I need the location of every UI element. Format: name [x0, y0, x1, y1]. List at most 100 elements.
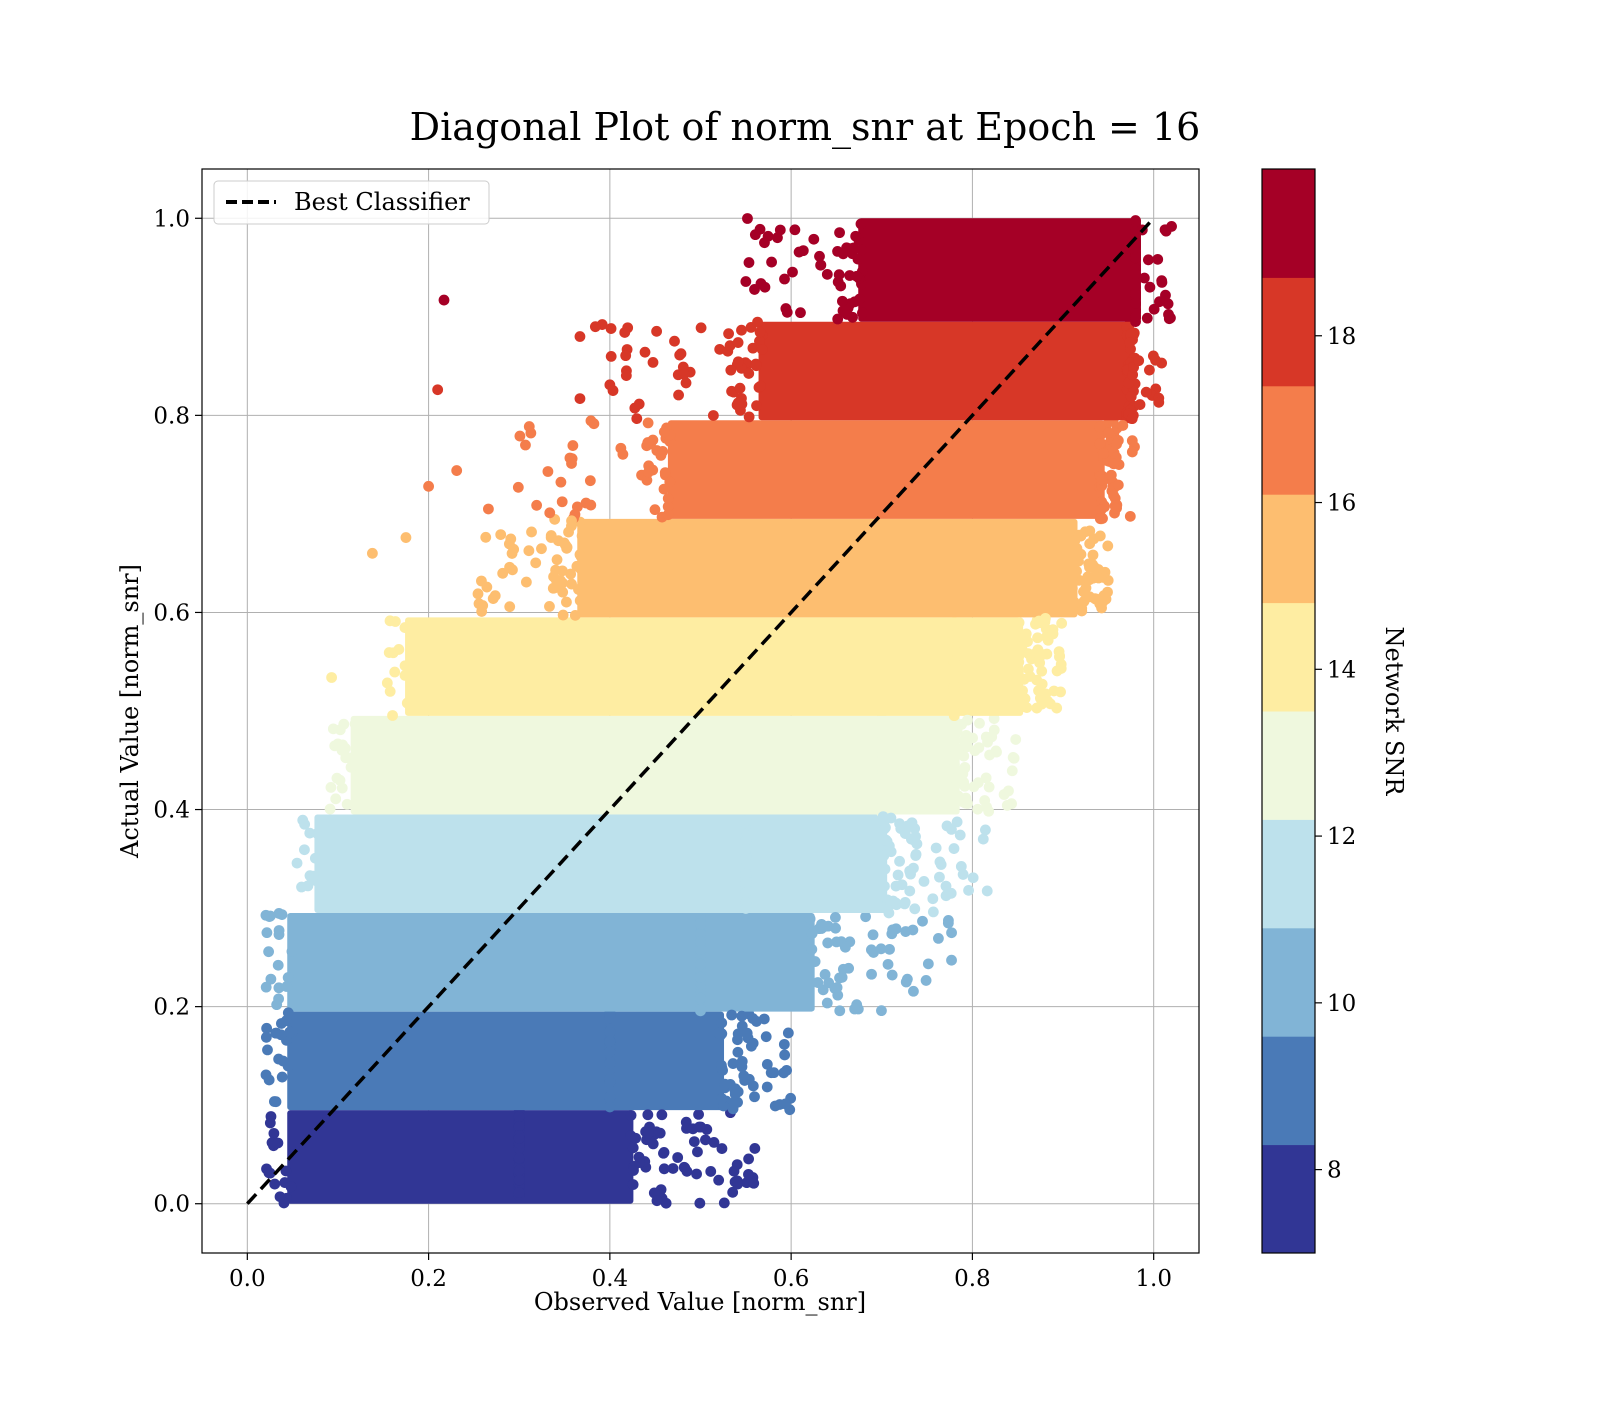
scatter-point [948, 689, 960, 701]
scatter-outlier-point [366, 547, 378, 559]
scatter-point [760, 1031, 772, 1043]
scatter-point [688, 1136, 700, 1147]
scatter-point [330, 793, 342, 805]
scatter-point [513, 1132, 525, 1144]
scatter-point [662, 509, 674, 521]
scatter-point [633, 398, 645, 410]
scatter-point [343, 752, 355, 764]
scatter-point [748, 1177, 760, 1189]
scatter-point [713, 1027, 725, 1039]
scatter-point [260, 981, 272, 993]
scatter-point [476, 606, 488, 617]
scatter-point [563, 526, 574, 538]
scatter-point [673, 389, 684, 401]
scatter-point [276, 1071, 288, 1083]
scatter-point [716, 1143, 728, 1154]
scatter-point [530, 557, 542, 569]
scatter-point [557, 609, 569, 621]
scatter-point [693, 1121, 705, 1133]
scatter-point [387, 647, 399, 659]
scatter-point [837, 963, 849, 975]
scatter-point [557, 577, 568, 589]
scatter-point [260, 909, 272, 921]
scatter-point [1117, 420, 1129, 431]
colorbar-bin [1262, 277, 1315, 387]
scatter-point [857, 307, 868, 319]
scatter-point [480, 531, 492, 543]
scatter-point [896, 879, 908, 891]
scatter-outlier-point [604, 379, 616, 391]
scatter-point [1110, 503, 1122, 514]
scatter-band-core [350, 715, 960, 815]
scatter-point [761, 1058, 773, 1070]
scatter-point [651, 1195, 663, 1207]
legend: Best Classifier [213, 180, 490, 225]
scatter-point [667, 1163, 679, 1174]
scatter-point [695, 944, 706, 955]
scatter-point [728, 1097, 740, 1108]
scatter-point [809, 956, 821, 967]
scatter-point [848, 242, 860, 254]
colorbar-tick-label: 10 [1327, 991, 1356, 1017]
scatter-point [981, 885, 993, 897]
x-tick-label: 0.8 [954, 1266, 991, 1292]
scatter-point [877, 811, 889, 822]
scatter-point [1126, 413, 1138, 425]
scatter-outlier-point [512, 481, 524, 493]
scatter-point [789, 224, 801, 236]
scatter-band-core [405, 617, 1024, 716]
colorbar-tick-label: 14 [1327, 657, 1356, 683]
scatter-point [574, 595, 586, 607]
scatter-point [751, 1016, 762, 1027]
scatter-band-core [287, 1110, 634, 1204]
scatter-point [1017, 685, 1028, 697]
scatter-point [658, 1163, 670, 1175]
scatter-point [736, 324, 747, 336]
scatter-point [959, 761, 971, 773]
scatter-point [907, 924, 919, 936]
scatter-point [1068, 596, 1080, 608]
scatter-point [835, 280, 847, 292]
scatter-point [740, 887, 752, 899]
scatter-point [1108, 490, 1119, 501]
scatter-point [631, 413, 643, 424]
scatter-point [1141, 312, 1153, 324]
scatter-point [262, 1044, 273, 1056]
scatter-point [1156, 277, 1168, 288]
scatter-point [1048, 685, 1060, 697]
scatter-point [272, 1137, 284, 1149]
scatter-point [520, 576, 532, 588]
scatter-point [620, 370, 632, 381]
scatter-point [604, 1035, 616, 1047]
colorbar-bin [1262, 602, 1315, 712]
scatter-point [740, 851, 752, 863]
scatter-point [1138, 272, 1150, 284]
scatter-point [1088, 561, 1100, 573]
scatter-point [952, 790, 964, 802]
scatter-outlier-point [432, 384, 444, 396]
scatter-point [1056, 617, 1068, 629]
scatter-point [751, 400, 762, 412]
scatter-point [865, 944, 877, 956]
scatter-band-core [287, 913, 815, 1012]
scatter-point [1142, 254, 1154, 266]
colorbar-bin [1262, 1144, 1315, 1254]
scatter-point [675, 348, 687, 360]
scatter-point [309, 852, 321, 864]
scatter-point [1015, 643, 1027, 655]
scatter-point [495, 529, 507, 540]
scatter-point [774, 224, 786, 236]
scatter-point [263, 946, 275, 958]
scatter-point [974, 717, 985, 729]
scatter-point [779, 1049, 791, 1061]
scatter-outlier-point [574, 393, 586, 405]
scatter-point [972, 803, 984, 815]
scatter-point [1152, 253, 1164, 265]
scatter-point [707, 410, 719, 421]
scatter-band-core [667, 420, 1105, 519]
scatter-outlier-point [574, 331, 586, 342]
scatter-point [285, 1181, 297, 1193]
scatter-outlier-point [732, 1178, 744, 1190]
scatter-point [566, 515, 577, 527]
